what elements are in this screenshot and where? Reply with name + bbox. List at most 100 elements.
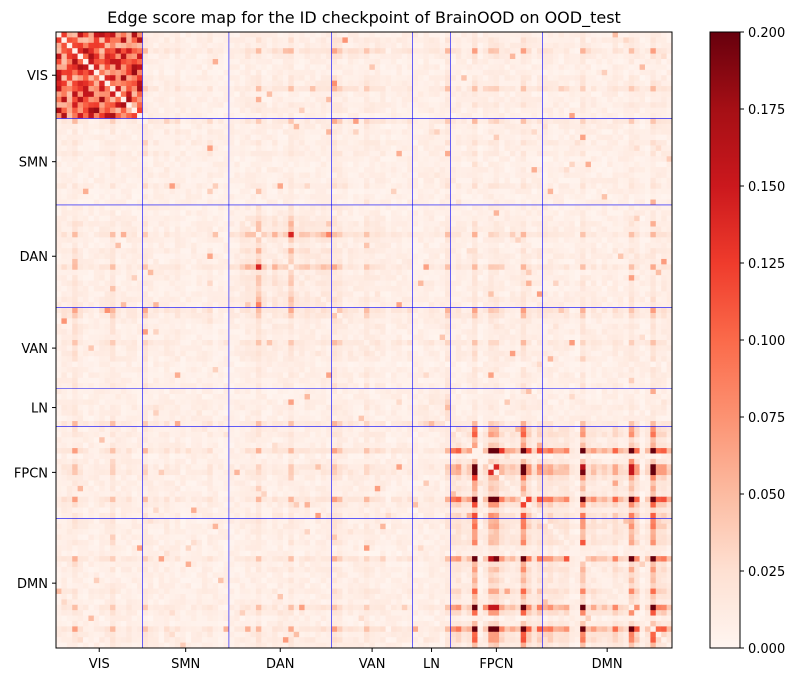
heatmap-cell bbox=[83, 102, 89, 109]
heatmap-cell bbox=[218, 145, 224, 152]
heatmap-cell bbox=[569, 91, 576, 98]
heatmap-cell bbox=[342, 221, 349, 227]
heatmap-cell bbox=[99, 161, 106, 168]
heatmap-cell bbox=[309, 102, 316, 109]
heatmap-cell bbox=[391, 134, 397, 141]
heatmap-cell bbox=[553, 248, 559, 254]
heatmap-cell bbox=[158, 199, 165, 206]
heatmap-cell bbox=[547, 145, 554, 152]
heatmap-cell bbox=[466, 264, 473, 271]
heatmap-cell bbox=[385, 188, 392, 195]
heatmap-cell bbox=[288, 253, 295, 260]
heatmap-cell bbox=[315, 264, 322, 271]
heatmap-cell bbox=[320, 48, 327, 55]
heatmap-cell bbox=[66, 86, 73, 92]
heatmap-cell bbox=[531, 64, 538, 71]
heatmap-cell bbox=[201, 75, 208, 82]
heatmap-cell bbox=[569, 113, 576, 119]
heatmap-cell bbox=[196, 231, 203, 238]
heatmap-cell bbox=[72, 177, 79, 184]
heatmap-cell bbox=[212, 194, 219, 200]
heatmap-cell bbox=[455, 248, 462, 254]
heatmap-cell bbox=[617, 242, 624, 249]
heatmap-cell bbox=[245, 215, 251, 222]
heatmap-cell bbox=[385, 194, 392, 200]
heatmap-cell bbox=[331, 215, 338, 222]
heatmap-cell bbox=[520, 102, 527, 109]
heatmap-cell bbox=[104, 75, 111, 82]
heatmap-cell bbox=[250, 253, 257, 260]
heatmap-cell bbox=[342, 86, 349, 92]
heatmap-cell bbox=[201, 59, 208, 65]
heatmap-cell bbox=[482, 264, 489, 271]
heatmap-cell bbox=[666, 69, 673, 76]
heatmap-cell bbox=[563, 75, 570, 82]
heatmap-cell bbox=[331, 118, 338, 125]
heatmap-cell bbox=[207, 221, 214, 227]
heatmap-cell bbox=[174, 253, 181, 260]
heatmap-cell bbox=[482, 134, 489, 141]
heatmap-cell bbox=[77, 167, 84, 173]
heatmap-cell bbox=[158, 59, 165, 65]
heatmap-cell bbox=[531, 172, 538, 179]
heatmap-cell bbox=[320, 53, 327, 60]
heatmap-cell bbox=[131, 96, 138, 103]
heatmap-cell bbox=[666, 134, 673, 141]
heatmap-cell bbox=[56, 188, 62, 195]
heatmap-cell bbox=[104, 221, 111, 227]
heatmap-cell bbox=[515, 194, 522, 200]
heatmap-cell bbox=[61, 167, 68, 173]
heatmap-cell bbox=[266, 253, 273, 260]
heatmap-cell bbox=[634, 69, 640, 76]
heatmap-cell bbox=[336, 91, 343, 98]
heatmap-cell bbox=[164, 96, 170, 103]
heatmap-cell bbox=[439, 264, 446, 271]
heatmap-cell bbox=[574, 248, 581, 254]
heatmap-cell bbox=[661, 80, 667, 87]
heatmap-cell bbox=[93, 69, 100, 76]
heatmap-cell bbox=[299, 145, 305, 152]
heatmap-cell bbox=[234, 177, 241, 184]
heatmap-cell bbox=[174, 129, 181, 136]
heatmap-cell bbox=[61, 102, 68, 109]
heatmap-cell bbox=[542, 107, 549, 114]
heatmap-cell bbox=[401, 42, 408, 49]
heatmap-cell bbox=[326, 107, 332, 114]
heatmap-cell bbox=[115, 226, 122, 233]
heatmap-cell bbox=[488, 145, 495, 152]
heatmap-cell bbox=[88, 145, 95, 152]
heatmap-cell bbox=[580, 258, 586, 265]
heatmap-cell bbox=[639, 177, 646, 184]
heatmap-cell bbox=[547, 210, 554, 217]
heatmap-cell bbox=[309, 37, 316, 44]
heatmap-cell bbox=[61, 86, 68, 92]
heatmap-cell bbox=[299, 42, 305, 49]
heatmap-cell bbox=[358, 129, 365, 136]
heatmap-cell bbox=[607, 59, 613, 65]
heatmap-cell bbox=[644, 118, 651, 125]
heatmap-cell bbox=[547, 37, 554, 44]
heatmap-cell bbox=[380, 204, 387, 211]
heatmap-cell bbox=[153, 118, 160, 125]
heatmap-cell bbox=[450, 37, 457, 44]
heatmap-cell bbox=[445, 53, 451, 60]
heatmap-cell bbox=[590, 242, 597, 249]
heatmap-cell bbox=[601, 140, 608, 146]
heatmap-cell bbox=[428, 140, 435, 146]
heatmap-cell bbox=[99, 64, 106, 71]
heatmap-cell bbox=[628, 102, 635, 109]
heatmap-cell bbox=[191, 86, 197, 92]
heatmap-cell bbox=[628, 48, 635, 55]
heatmap-cell bbox=[369, 264, 376, 271]
heatmap-cell bbox=[585, 53, 592, 60]
heatmap-cell bbox=[137, 64, 143, 71]
heatmap-cell bbox=[201, 167, 208, 173]
heatmap-cell bbox=[455, 253, 462, 260]
heatmap-cell bbox=[569, 48, 576, 55]
heatmap-cell bbox=[472, 221, 478, 227]
heatmap-cell bbox=[423, 242, 430, 249]
heatmap-cell bbox=[191, 215, 197, 222]
heatmap-cell bbox=[553, 237, 559, 244]
heatmap-cell bbox=[634, 42, 640, 49]
heatmap-cell bbox=[201, 107, 208, 114]
